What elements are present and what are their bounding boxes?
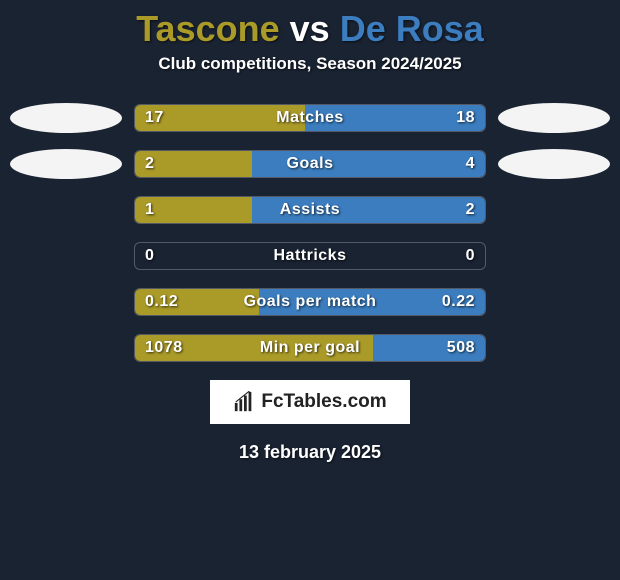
comparison-bar: 17Matches18 <box>134 104 486 132</box>
bar-cell: 0.12Goals per match0.22 <box>122 288 498 316</box>
stat-right-value: 508 <box>447 339 475 357</box>
stat-right-value: 0 <box>466 247 475 265</box>
bar-cell: 17Matches18 <box>122 104 498 132</box>
stat-label: Assists <box>135 201 485 219</box>
stat-row: 17Matches18 <box>10 104 610 132</box>
right-logo-placeholder <box>498 103 610 133</box>
left-logo-placeholder <box>10 103 122 133</box>
stat-label: Min per goal <box>135 339 485 357</box>
subtitle: Club competitions, Season 2024/2025 <box>0 54 620 74</box>
comparison-chart: 17Matches182Goals41Assists20Hattricks00.… <box>0 104 620 362</box>
stat-right-value: 0.22 <box>442 293 475 311</box>
bar-cell: 2Goals4 <box>122 150 498 178</box>
chart-icon <box>233 391 255 413</box>
title-player2: De Rosa <box>340 8 484 49</box>
page-title: Tascone vs De Rosa <box>0 0 620 54</box>
stat-right-value: 2 <box>466 201 475 219</box>
date-line: 13 february 2025 <box>0 442 620 463</box>
stat-right-value: 18 <box>456 109 475 127</box>
comparison-bar: 2Goals4 <box>134 150 486 178</box>
comparison-bar: 1078Min per goal508 <box>134 334 486 362</box>
stat-right-value: 4 <box>466 155 475 173</box>
comparison-bar: 0.12Goals per match0.22 <box>134 288 486 316</box>
title-vs: vs <box>290 8 330 49</box>
stat-label: Hattricks <box>135 247 485 265</box>
stat-row: 0Hattricks0 <box>10 242 610 270</box>
comparison-bar: 0Hattricks0 <box>134 242 486 270</box>
left-logo-placeholder <box>10 149 122 179</box>
stat-label: Matches <box>135 109 485 127</box>
stat-row: 0.12Goals per match0.22 <box>10 288 610 316</box>
right-logo-placeholder <box>498 149 610 179</box>
stat-row: 1078Min per goal508 <box>10 334 610 362</box>
stat-label: Goals <box>135 155 485 173</box>
logo-box: FcTables.com <box>210 380 410 424</box>
stat-row: 2Goals4 <box>10 150 610 178</box>
stat-row: 1Assists2 <box>10 196 610 224</box>
bar-cell: 1Assists2 <box>122 196 498 224</box>
title-player1: Tascone <box>136 8 279 49</box>
stat-label: Goals per match <box>135 293 485 311</box>
bar-cell: 1078Min per goal508 <box>122 334 498 362</box>
logo-text: FcTables.com <box>261 391 386 413</box>
comparison-bar: 1Assists2 <box>134 196 486 224</box>
bar-cell: 0Hattricks0 <box>122 242 498 270</box>
